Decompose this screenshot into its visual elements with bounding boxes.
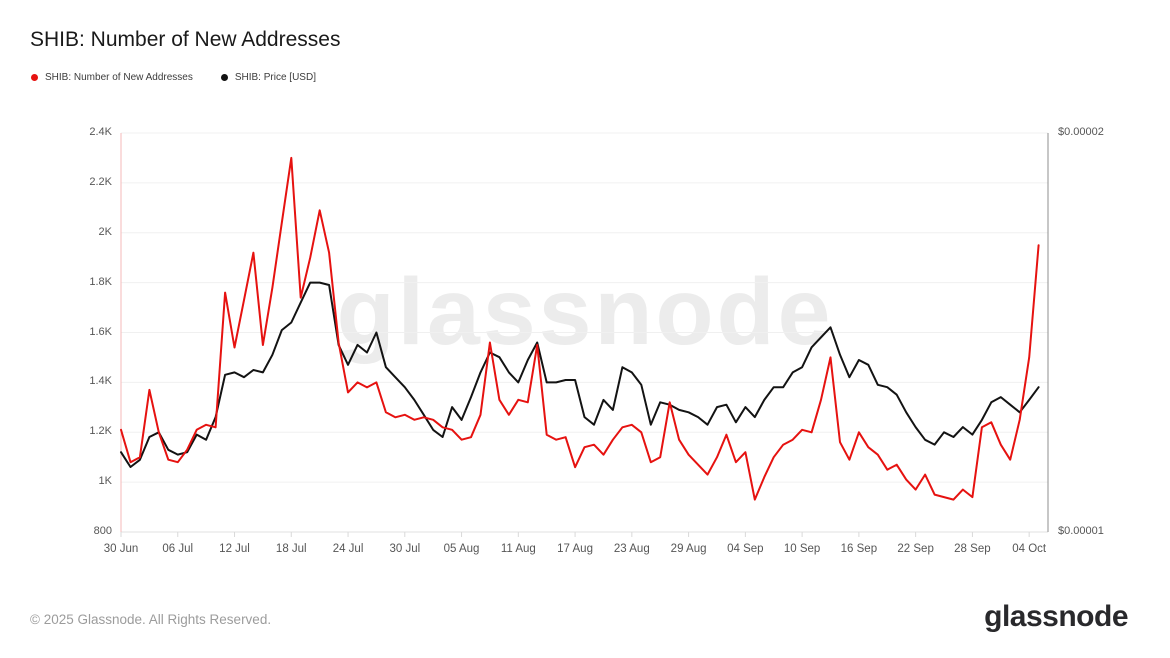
glassnode-logo: glassnode [984,600,1128,633]
x-axis-label: 11 Aug [500,543,536,555]
x-axis-label: 18 Jul [275,543,307,555]
y-axis-label-left: 2.4K [89,126,112,138]
price-line [120,281,1040,468]
legend-item[interactable]: SHIB: Price [USD] [220,72,316,83]
y-axis-label-left: 1.2K [89,425,112,438]
y-axis-label-left: 1.4K [89,375,112,388]
legend-label: SHIB: Number of New Addresses [45,72,193,83]
x-axis-label: 30 Jun [103,543,139,555]
y-axis-label-left: 2.2K [89,175,112,188]
y-axis-label-left: 1.8K [89,275,112,288]
x-axis-label: 16 Sep [840,543,878,555]
x-axis-label: 30 Jul [389,543,421,555]
x-axis-label: 17 Aug [557,543,593,555]
y-axis-label-left: 1K [98,475,112,488]
x-axis-label: 06 Jul [162,543,194,555]
x-axis-label: 22 Sep [897,543,934,555]
copyright-text: © 2025 Glassnode. All Rights Reserved. [30,612,272,627]
legend-item[interactable]: SHIB: Number of New Addresses [31,72,193,83]
legend-label: SHIB: Price [USD] [234,72,316,83]
x-axis-label: 28 Sep [954,543,991,555]
x-axis-label: 04 Oct [1012,543,1047,555]
x-axis-label: 23 Aug [613,543,650,555]
legend-dot-icon [31,74,38,81]
y-axis-label-left: 1.6K [89,325,112,338]
y-axis-label-left: 2K [98,225,112,238]
x-axis-label: 12 Jul [219,543,250,555]
x-axis-label: 24 Jul [332,543,364,555]
glassnode-watermark: glassnode [336,259,834,365]
x-axis-label: 10 Sep [783,543,821,555]
y-axis-label-right: $0.00002 [1058,126,1104,138]
y-axis-label-right: $0.00001 [1058,525,1104,537]
x-axis-label: 04 Sep [727,543,764,555]
x-axis-label: 29 Aug [670,543,707,555]
new-addresses-line [120,156,1040,501]
x-axis-label: 05 Aug [443,543,480,555]
y-axis-label-left: 800 [93,525,112,537]
legend: SHIB: Number of New Addresses SHIB: Price… [31,72,316,83]
legend-dot-icon [220,74,228,81]
chart-title: SHIB: Number of New Addresses [30,28,341,51]
